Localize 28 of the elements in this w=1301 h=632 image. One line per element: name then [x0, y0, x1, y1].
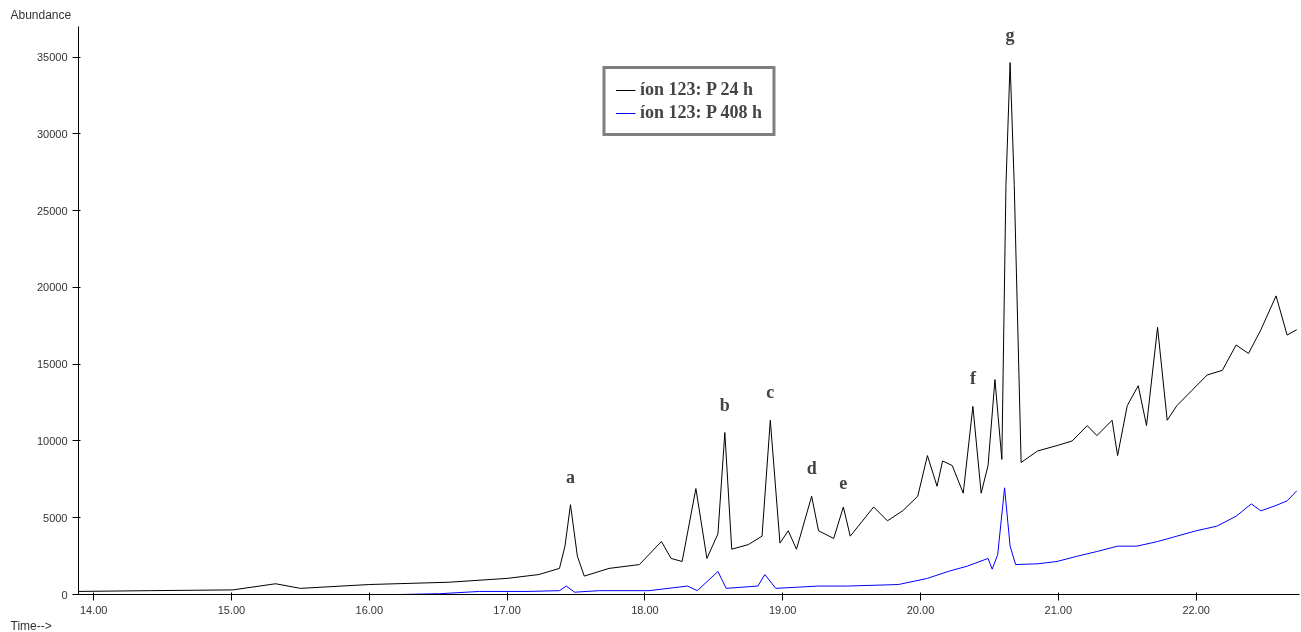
- annotation: f: [969, 368, 977, 389]
- x-tick-label: 15.00: [217, 603, 246, 616]
- legend-label: íon 123: P 24 h: [639, 79, 754, 100]
- x-tick-label: 21.00: [1044, 603, 1073, 616]
- annotation: d: [806, 458, 817, 479]
- y-tick-label: 0: [61, 588, 68, 601]
- x-tick-label: 14.00: [79, 603, 108, 616]
- y-axis-title: Abundance: [10, 7, 72, 22]
- annotation: a: [565, 466, 575, 487]
- x-tick-label: 19.00: [768, 603, 797, 616]
- x-tick-label: 18.00: [631, 603, 659, 616]
- y-tick-label: 20000: [36, 281, 68, 294]
- x-tick-label: 17.00: [493, 603, 521, 616]
- x-tick-label: 20.00: [906, 603, 935, 616]
- y-tick-label: 35000: [36, 51, 68, 64]
- legend-label: íon 123: P 408 h: [639, 102, 763, 123]
- x-tick-label: 16.00: [355, 603, 384, 616]
- annotation: g: [1005, 24, 1015, 45]
- x-tick-label: 22.00: [1182, 603, 1210, 616]
- y-tick-label: 10000: [36, 434, 68, 447]
- y-tick-label: 30000: [36, 127, 68, 140]
- annotation: e: [839, 473, 848, 493]
- y-tick-label: 5000: [43, 511, 68, 524]
- annotation: c: [766, 382, 775, 403]
- annotation: b: [719, 394, 730, 415]
- y-tick-label: 25000: [36, 204, 68, 217]
- x-axis-title: Time-->: [10, 618, 52, 632]
- y-tick-label: 15000: [36, 358, 68, 371]
